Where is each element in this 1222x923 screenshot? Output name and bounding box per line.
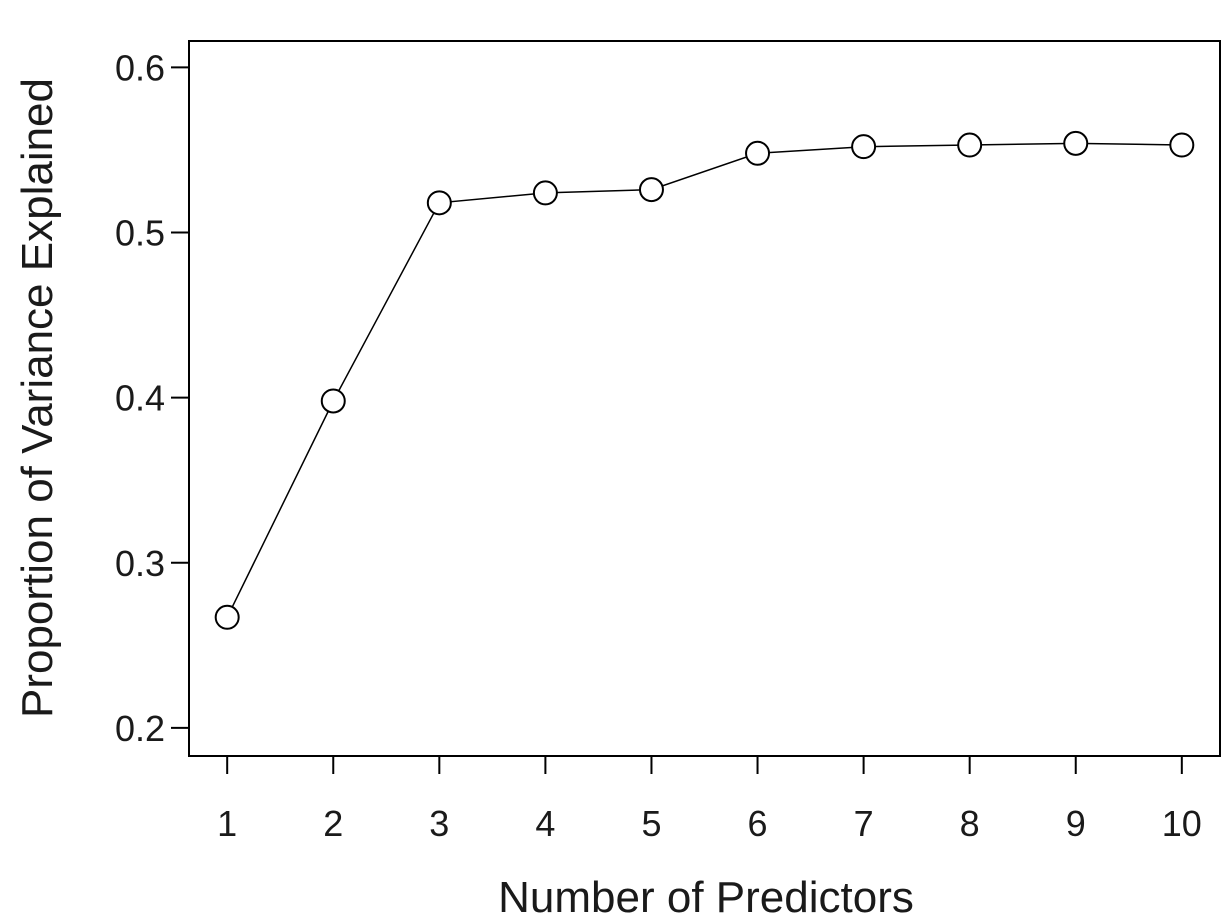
x-tick-label: 2 — [323, 803, 343, 844]
y-axis-title: Proportion of Variance Explained — [13, 78, 62, 718]
data-point — [320, 388, 346, 414]
data-point — [745, 140, 771, 166]
x-tick-label: 10 — [1162, 803, 1202, 844]
data-points — [214, 130, 1195, 630]
y-tick-label: 0.6 — [115, 47, 165, 88]
y-axis: 0.2 0.3 0.4 0.5 0.6 — [115, 47, 189, 749]
data-point — [1169, 132, 1195, 158]
data-point — [426, 190, 452, 216]
x-tick-label: 3 — [429, 803, 449, 844]
x-tick-label: 1 — [217, 803, 237, 844]
data-point — [851, 134, 877, 160]
x-tick-label: 8 — [960, 803, 980, 844]
x-tick-label: 5 — [641, 803, 661, 844]
series-line — [226, 142, 1182, 618]
x-axis-title: Number of Predictors — [498, 873, 914, 922]
data-point — [532, 180, 558, 206]
data-point — [1063, 130, 1089, 156]
y-tick-label: 0.2 — [115, 708, 165, 749]
x-tick-label: 4 — [535, 803, 555, 844]
data-point — [214, 604, 240, 630]
x-tick-label: 6 — [748, 803, 768, 844]
x-axis: 1 2 3 4 5 6 7 8 9 10 — [217, 756, 1202, 844]
y-tick-label: 0.5 — [115, 213, 165, 254]
y-tick-label: 0.4 — [115, 378, 165, 419]
x-tick-label: 7 — [854, 803, 874, 844]
data-point — [957, 132, 983, 158]
x-tick-label: 9 — [1066, 803, 1086, 844]
data-point — [638, 177, 664, 203]
y-tick-label: 0.3 — [115, 543, 165, 584]
